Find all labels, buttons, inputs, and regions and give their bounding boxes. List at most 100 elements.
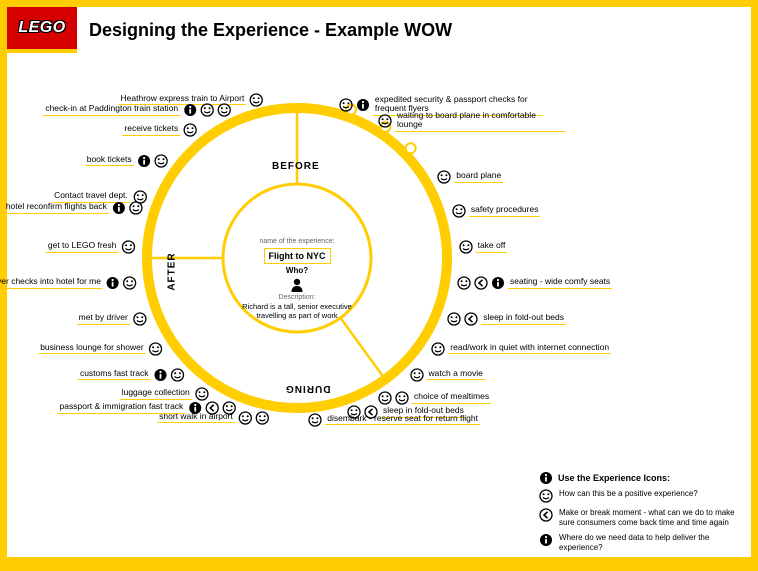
touchpoint-before-4: receive tickets xyxy=(122,123,197,137)
chev-icon xyxy=(205,401,219,415)
legend-item-1: Make or break moment - what can we do to… xyxy=(539,508,739,528)
touchpoint-label: read/work in quiet with internet connect… xyxy=(448,343,611,355)
legend-item-2: Where do we need data to help deliver th… xyxy=(539,533,739,553)
touchpoint-label: board plane xyxy=(454,171,503,183)
touchpoint-label: book tickets xyxy=(85,155,134,167)
info-icon xyxy=(183,103,197,117)
center-desc-label: Description: xyxy=(237,294,357,301)
smile-icon xyxy=(183,123,197,137)
legend-text: How can this be a positive experience? xyxy=(559,489,698,499)
header: LEGO Designing the Experience - Example … xyxy=(7,7,751,53)
phase-before: BEFORE xyxy=(272,161,320,172)
lego-logo: LEGO xyxy=(7,7,77,53)
legend: Use the Experience Icons: How can this b… xyxy=(539,471,739,558)
touchpoint-during-0: board plane xyxy=(437,170,503,184)
legend-item-0: How can this be a positive experience? xyxy=(539,489,739,503)
phase-during: DURING xyxy=(285,383,330,394)
touchpoint-after-3: customs fast track xyxy=(78,368,185,382)
touchpoint-after-4: business lounge for shower xyxy=(38,342,162,356)
touchpoint-during-4: sleep in fold-out beds xyxy=(447,312,566,326)
touchpoint-label: driver checks into hotel for me xyxy=(0,277,103,289)
touchpoint-after-2: luggage collection xyxy=(120,387,209,401)
experience-name: Flight to NYC xyxy=(264,248,331,264)
smile-icon xyxy=(447,312,461,326)
smile-icon xyxy=(378,114,392,128)
smile-icon xyxy=(133,312,147,326)
touchpoint-after-1: passport & immigration fast track xyxy=(58,401,237,415)
touchpoint-after-6: driver checks into hotel for me xyxy=(0,276,137,290)
info-icon xyxy=(491,276,505,290)
person-icon xyxy=(289,277,305,293)
touchpoint-label: choice of mealtimes xyxy=(412,392,491,404)
smile-icon xyxy=(378,391,392,405)
touchpoint-during-6: watch a movie xyxy=(410,368,485,382)
touchpoint-label: get to LEGO fresh xyxy=(46,241,119,253)
touchpoint-label: seating - wide comfy seats xyxy=(508,277,612,289)
smile-icon xyxy=(395,391,409,405)
info-icon xyxy=(137,154,151,168)
phase-after: AFTER xyxy=(167,252,178,290)
smile-icon xyxy=(149,342,163,356)
wheel-center: name of the experience: Flight to NYC Wh… xyxy=(237,238,357,321)
info-icon xyxy=(539,471,553,485)
smile-icon xyxy=(459,240,473,254)
center-desc: Richard is a tall, senior executive trav… xyxy=(237,302,357,321)
touchpoint-label: receive tickets xyxy=(122,124,180,136)
legend-text: Make or break moment - what can we do to… xyxy=(559,508,739,528)
touchpoint-label: disembark - reserve seat for return flig… xyxy=(325,414,480,426)
touchpoint-label: safety procedures xyxy=(469,205,541,217)
smile-icon xyxy=(200,103,214,117)
touchpoint-after-7: get to LEGO fresh xyxy=(46,240,136,254)
touchpoint-during-7: choice of mealtimes xyxy=(378,391,491,405)
touchpoint-during-2: take off xyxy=(459,240,508,254)
chev-icon xyxy=(539,508,553,522)
center-arc-label: name of the experience: xyxy=(237,238,357,245)
smile-icon xyxy=(121,240,135,254)
touchpoint-label: watch a movie xyxy=(427,369,485,381)
smile-icon xyxy=(457,276,471,290)
touchpoint-during-3: seating - wide comfy seats xyxy=(457,276,612,290)
smile-icon xyxy=(410,368,424,382)
touchpoint-label: business lounge for shower xyxy=(38,343,145,355)
touchpoint-label: met by driver xyxy=(77,313,130,325)
smile-icon xyxy=(339,98,353,112)
smile-icon xyxy=(308,413,322,427)
touchpoint-label: check-in at Paddington train station xyxy=(43,104,180,116)
touchpoint-label: hotel reconfirm flights back xyxy=(4,202,109,214)
touchpoint-label: take off xyxy=(476,241,508,253)
smile-icon xyxy=(129,201,143,215)
info-icon xyxy=(112,201,126,215)
chev-icon xyxy=(464,312,478,326)
smile-icon xyxy=(222,401,236,415)
legend-title: Use the Experience Icons: xyxy=(539,471,739,485)
smile-icon xyxy=(452,204,466,218)
legend-title-text: Use the Experience Icons: xyxy=(558,473,670,483)
smile-icon xyxy=(195,387,209,401)
smile-icon xyxy=(123,276,137,290)
legend-text: Where do we need data to help deliver th… xyxy=(559,533,739,553)
touchpoint-during-9: disembark - reserve seat for return flig… xyxy=(308,413,480,427)
info-icon xyxy=(153,368,167,382)
touchpoint-before-5: book tickets xyxy=(85,154,168,168)
center-who: Who? xyxy=(237,266,357,275)
touchpoint-after-5: met by driver xyxy=(77,312,147,326)
touchpoint-during-1: safety procedures xyxy=(452,204,541,218)
info-icon xyxy=(356,98,370,112)
touchpoint-label: customs fast track xyxy=(78,369,151,381)
touchpoint-label: sleep in fold-out beds xyxy=(481,313,566,325)
touchpoint-after-8: hotel reconfirm flights back xyxy=(4,201,143,215)
chev-icon xyxy=(474,276,488,290)
touchpoint-label: passport & immigration fast track xyxy=(58,402,186,414)
info-icon xyxy=(539,533,553,547)
smile-icon xyxy=(170,368,184,382)
smile-icon xyxy=(539,489,553,503)
smile-icon xyxy=(255,411,269,425)
touchpoint-before-3: check-in at Paddington train station xyxy=(43,103,231,117)
smile-icon xyxy=(154,154,168,168)
smile-icon xyxy=(437,170,451,184)
smile-icon xyxy=(249,93,263,107)
touchpoint-label: waiting to board plane in comfortable lo… xyxy=(395,111,565,133)
info-icon xyxy=(188,401,202,415)
touchpoint-before-1: waiting to board plane in comfortable lo… xyxy=(378,111,565,133)
smile-icon xyxy=(238,411,252,425)
